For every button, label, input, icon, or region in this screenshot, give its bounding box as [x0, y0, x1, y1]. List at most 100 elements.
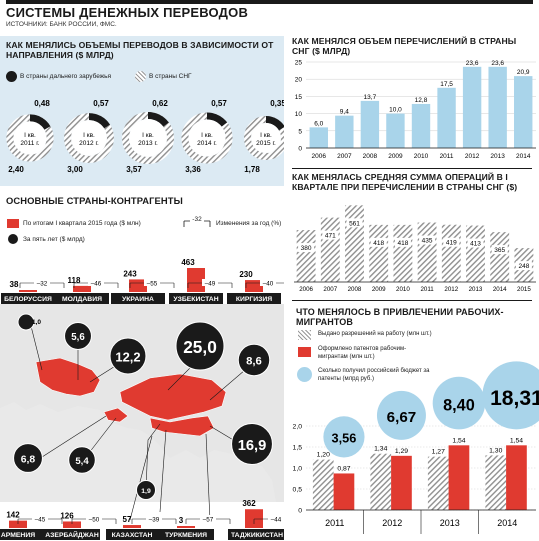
donut-far-value: 0,62 [152, 99, 168, 108]
avg-xtick: 2014 [493, 286, 507, 293]
mig-patents-bar [333, 473, 355, 510]
avg-value-label: 561 [349, 220, 360, 227]
five-year-label: 5,6 [71, 332, 85, 343]
cis-bar [335, 115, 354, 148]
avg-label-bg [515, 261, 532, 271]
cis-xtick: 2009 [388, 153, 403, 160]
cis-value-label: 12,8 [415, 97, 428, 104]
legend-fiveyear-label: За пять лет ($ млрд) [23, 236, 85, 243]
avg-bar [296, 230, 316, 282]
migrants-title: ЧТО МЕНЯЛОСЬ В ПРИВЛЕЧЕНИИ РАБОЧИХ-МИГРА… [296, 307, 504, 327]
change-label-bg [88, 279, 104, 286]
mig-patents-bar [506, 445, 527, 510]
avg-label-bg [346, 218, 363, 228]
change-label-bg [202, 279, 218, 286]
five-year-label: 16,9 [238, 438, 267, 454]
mig-xtick: 2012 [382, 518, 402, 528]
avg-bar [417, 222, 437, 282]
cis-xtick: 2012 [465, 153, 480, 160]
legend-quarter-label: По итогам I квартала 2015 года ($ млн) [23, 220, 141, 227]
avg-xtick: 2010 [396, 286, 410, 293]
avg-label-bg [298, 243, 315, 253]
mig-permits-bar [427, 456, 449, 510]
avg-bar [320, 217, 340, 282]
mig-permits-label: 1,30 [489, 447, 502, 454]
donut-far-value: 0,35 [270, 99, 284, 108]
legend-change-label: Изменения за год (%) [216, 220, 282, 227]
migrants-chart: 0 0,5 1,0 1,5 2,0 1,20 0,87 3,56 2011 1,34 1,29 6,6… [293, 361, 539, 534]
change-label-bg [200, 515, 216, 522]
donut-label-year: 2012 г. [79, 140, 99, 147]
cis-bar [386, 113, 405, 148]
cis-value-label: 6,0 [314, 120, 323, 127]
cis-xtick: 2013 [490, 153, 505, 160]
avg-sum-title: КАК МЕНЯЛАСЬ СРЕДНЯЯ СУММА ОПЕРАЦИЙ В I … [292, 172, 518, 192]
change-label: –57 [203, 517, 214, 524]
country-name: УЗБЕКИСТАН [173, 296, 218, 303]
five-year-bubble [175, 321, 225, 371]
country-name: КИРГИЗИЯ [236, 296, 272, 303]
cis-bar [514, 76, 533, 148]
avg-xtick: 2008 [348, 286, 362, 293]
five-year-bubble [17, 313, 35, 331]
mig-permits-label: 1,27 [432, 449, 445, 456]
cis-bar [437, 87, 456, 148]
cis-value-label: 20,9 [517, 69, 530, 76]
mig-budget-label: 6,67 [387, 409, 417, 426]
mig-ytick: 2,0 [293, 424, 303, 431]
country-name-bg [0, 529, 46, 540]
legend-far-label: В страны дальнего зарубежья [20, 73, 112, 80]
five-year-bubble [135, 479, 157, 501]
cis-volume-title: КАК МЕНЯЛСЯ ОБЪЕМ ПЕРЕЧИСЛЕНИЙ В СТРАНЫ … [292, 36, 517, 56]
mig-patents-label: 1,29 [395, 448, 408, 455]
change-label: –39 [149, 517, 160, 524]
country-name: ТУРКМЕНИЯ [165, 532, 207, 539]
avg-xtick: 2007 [323, 286, 337, 293]
donut-far-slice [30, 114, 51, 130]
donut-label-year: 2015 г. [256, 140, 276, 147]
divider-1 [292, 168, 532, 169]
source-note: ИСТОЧНИКИ: БАНК РОССИИ, ФМС. [6, 21, 117, 28]
cis-value-label: 9,4 [340, 109, 349, 116]
country-name: МОЛДАВИЯ [62, 296, 102, 303]
avg-value-label: 413 [470, 241, 481, 248]
country-bar [245, 509, 263, 528]
cis-bar [462, 66, 482, 148]
cis-value-label: 23,6 [491, 60, 504, 67]
legend-permits-marker [298, 330, 311, 340]
change-label: –50 [89, 517, 100, 524]
donut-hole [13, 121, 47, 155]
donut-far-value: 0,57 [211, 99, 227, 108]
country-name: КАЗАХСТАН [112, 532, 153, 539]
country-bar [19, 290, 37, 292]
change-label: –40 [263, 281, 274, 288]
donut-cis-value: 3,00 [67, 165, 83, 174]
avg-xtick: 2013 [469, 286, 483, 293]
donut-label-quarter: I кв. [260, 132, 272, 139]
avg-xtick: 2012 [444, 286, 458, 293]
avg-bar [466, 225, 485, 282]
donut-far-value: 0,57 [93, 99, 109, 108]
cis-ytick: 15 [295, 94, 303, 101]
five-year-bubble [237, 343, 271, 377]
avg-value-label: 418 [397, 240, 408, 247]
legend-patents-label: Оформлено патентов рабочим-мигрантам (мл… [318, 346, 407, 360]
legend-patents-marker [298, 347, 311, 357]
map-land-south [0, 402, 276, 502]
cis-ytick: 10 [295, 111, 303, 118]
avg-xtick: 2011 [420, 286, 434, 293]
country-name-bg [46, 529, 100, 540]
country-bar [63, 521, 81, 528]
mig-xtick: 2013 [440, 518, 460, 528]
mig-ytick: 0 [298, 508, 302, 515]
avg-label-bg [370, 237, 387, 247]
avg-value-label: 248 [518, 263, 529, 270]
country-name-bg [1, 293, 55, 304]
cis-bar [360, 100, 380, 148]
legend-change-sample: -32 [192, 216, 202, 223]
change-label: –49 [205, 281, 216, 288]
mig-patents-label: 1,54 [452, 437, 465, 444]
donut-panel-title: КАК МЕНЯЛИСЬ ОБЪЕМЫ ПЕРЕВОДОВ В ЗАВИСИМО… [6, 40, 274, 60]
cis-value-label: 10,0 [389, 107, 402, 114]
